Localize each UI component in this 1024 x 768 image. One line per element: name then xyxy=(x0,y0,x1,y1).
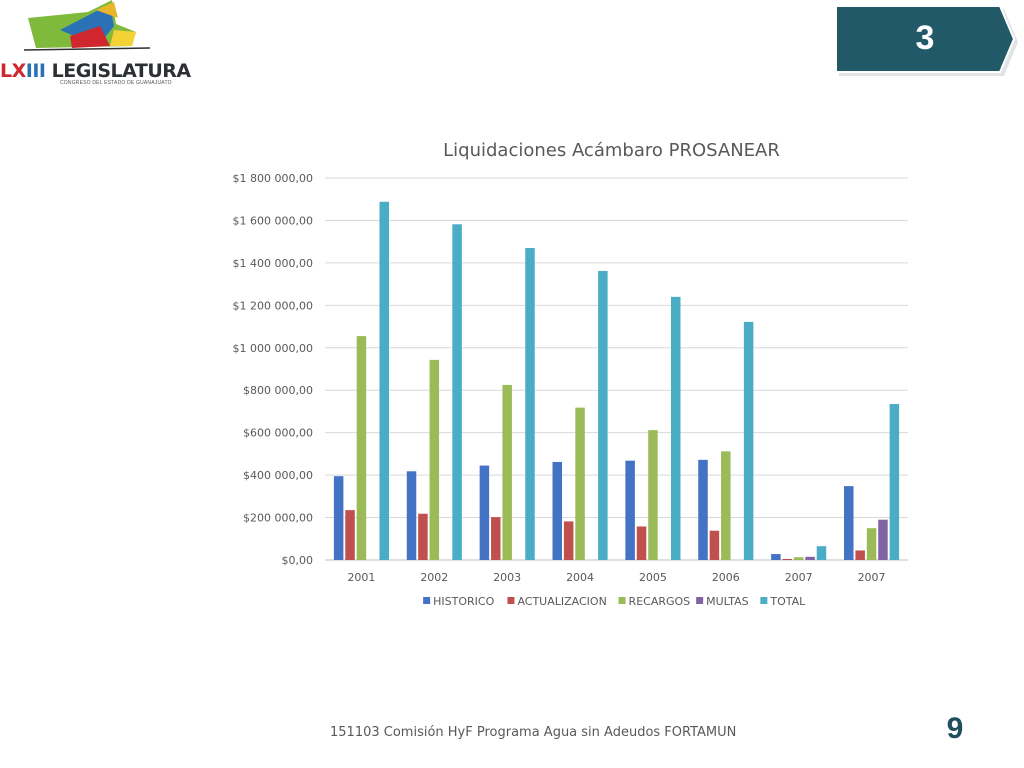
bar-total xyxy=(743,321,754,560)
slide-number-badge xyxy=(836,6,1018,76)
x-tick-label: 2003 xyxy=(493,571,521,584)
bar-actualizacion xyxy=(491,517,501,560)
bar-multas xyxy=(878,519,888,560)
x-tick-label: 2006 xyxy=(712,571,740,584)
bar-historico xyxy=(625,460,635,560)
x-tick-label: 2001 xyxy=(347,571,375,584)
legend-swatch-historico xyxy=(423,597,431,604)
bar-historico xyxy=(333,476,344,560)
x-tick-label: 2005 xyxy=(639,571,667,584)
bar-total xyxy=(889,404,900,560)
logo-wordmark-prefix: LX xyxy=(0,60,26,82)
bar-actualizacion xyxy=(636,526,647,560)
legend-swatch-actualizacion xyxy=(507,597,515,604)
y-tick-label: $1 800 000,00 xyxy=(233,172,313,185)
logo-emblem-icon xyxy=(23,0,151,51)
page-number: 9 xyxy=(946,712,964,745)
legend-label: MULTAS xyxy=(706,595,749,608)
bar-historico xyxy=(552,461,563,560)
bar-recargos xyxy=(356,336,367,560)
y-tick-label: $200 000,00 xyxy=(243,512,313,525)
bar-recargos xyxy=(502,384,512,560)
bar-actualizacion xyxy=(345,510,355,560)
bar-recargos xyxy=(429,359,440,560)
y-tick-label: $1 000 000,00 xyxy=(233,342,313,355)
x-tick-label: 2007 xyxy=(785,571,813,584)
y-tick-label: $800 000,00 xyxy=(243,384,313,397)
legend-swatch-recargos xyxy=(618,597,626,604)
bar-actualizacion xyxy=(709,530,720,560)
bar-actualizacion xyxy=(855,550,865,560)
bar-total xyxy=(525,248,535,560)
bar-recargos xyxy=(721,451,731,560)
logo-wordmark: LXIII LEGISLATURA xyxy=(0,60,191,82)
bar-historico xyxy=(698,459,708,560)
logo-subtitle: CONGRESO DEL ESTADO DE GUANAJUATO xyxy=(60,80,172,86)
legend-label: ACTUALIZACION xyxy=(517,595,606,608)
bar-historico xyxy=(479,465,490,560)
legend-label: TOTAL xyxy=(769,595,806,608)
y-tick-label: $400 000,00 xyxy=(243,469,313,482)
y-tick-label: $1 400 000,00 xyxy=(233,257,313,270)
logo-wordmark-text: LEGISLATURA xyxy=(51,60,192,82)
y-tick-label: $1 200 000,00 xyxy=(233,299,313,312)
bar-total xyxy=(452,224,462,560)
bar-historico xyxy=(406,471,417,560)
bar-historico xyxy=(771,554,781,560)
bar-actualizacion xyxy=(563,521,574,560)
legislatura-logo: LXIII LEGISLATURA CONGRESO DEL ESTADO DE… xyxy=(0,0,191,95)
bar-total xyxy=(598,270,608,560)
logo-wordmark-roman: III xyxy=(25,60,46,82)
bar-recargos xyxy=(793,557,804,560)
bar-total xyxy=(670,296,681,560)
legend-label: HISTORICO xyxy=(433,595,494,608)
x-tick-label: 2004 xyxy=(566,571,594,584)
bar-chart: Liquidaciones Acámbaro PROSANEAR $0,00 $20… xyxy=(233,140,908,608)
bar-recargos xyxy=(866,528,877,560)
bar-recargos xyxy=(648,430,658,560)
chart-title: Liquidaciones Acámbaro PROSANEAR xyxy=(443,140,780,161)
legend-label: RECARGOS xyxy=(629,595,691,608)
x-tick-label: 2002 xyxy=(420,571,448,584)
bar-total xyxy=(379,201,389,560)
y-tick-label: $600 000,00 xyxy=(243,427,313,440)
bar-historico xyxy=(844,486,854,560)
bar-actualizacion xyxy=(418,513,428,560)
bar-recargos xyxy=(575,407,585,560)
legend-swatch-total xyxy=(760,597,768,604)
x-tick-label: 2007 xyxy=(858,571,886,584)
bar-total xyxy=(816,546,827,560)
legend-swatch-multas xyxy=(696,597,704,604)
bar-multas xyxy=(805,556,815,560)
y-tick-label: $0,00 xyxy=(282,554,314,567)
y-tick-label: $1 600 000,00 xyxy=(233,214,313,227)
bar-actualizacion xyxy=(782,558,793,560)
slide-number: 3 xyxy=(915,19,935,57)
footer-text: 151103 Comisión HyF Programa Agua sin Ad… xyxy=(330,725,737,740)
